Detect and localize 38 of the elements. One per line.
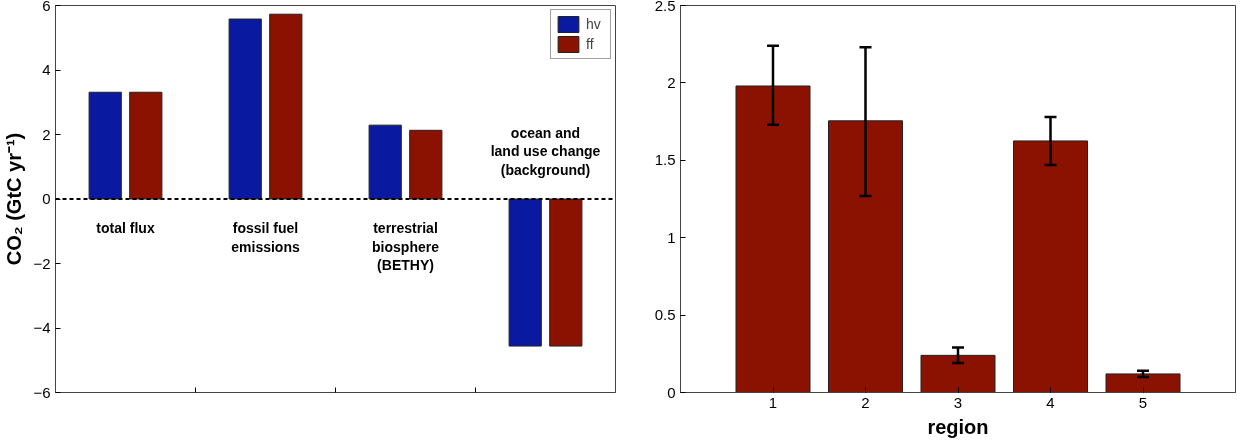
bar <box>88 91 122 200</box>
y-tick-label: −6 <box>33 383 51 401</box>
x-tick-label: fossil fuel emissions <box>231 220 300 255</box>
bar <box>269 13 303 200</box>
y-tick-label: 1.5 <box>654 151 676 169</box>
y-tick-label: 2 <box>667 73 676 91</box>
y-tick-label: −4 <box>33 319 51 336</box>
bar <box>920 354 996 393</box>
bar <box>1105 373 1181 393</box>
x-axis-title: region <box>927 415 989 438</box>
bar <box>368 124 402 200</box>
y-tick-label: 0 <box>42 190 51 207</box>
bar <box>508 198 542 347</box>
x-tick-label: 1 <box>768 393 778 411</box>
x-tick-label: terrestrial biosphere (BETHY) <box>372 220 440 274</box>
x-tick-label: ocean and land use change (background) <box>490 124 601 178</box>
bar <box>129 91 163 200</box>
y-tick-label: 4 <box>42 61 51 78</box>
legend-label: ff <box>586 36 595 52</box>
x-tick-label: 5 <box>1138 393 1148 411</box>
bar <box>409 129 443 200</box>
x-tick-label: total flux <box>96 220 155 237</box>
bar <box>1013 140 1088 393</box>
y-tick-label: 2 <box>42 125 51 143</box>
y-tick-label: 0.5 <box>654 306 676 324</box>
bar <box>549 198 583 347</box>
bar <box>228 18 262 200</box>
y-tick-label: 6 <box>42 0 51 14</box>
x-tick-label: 4 <box>1046 393 1055 411</box>
bar <box>735 85 811 393</box>
y-tick-label: 2.5 <box>654 0 676 14</box>
y-tick-label: 0 <box>667 383 676 401</box>
legend-label: hv <box>586 16 602 32</box>
x-tick-label: 2 <box>861 393 870 411</box>
y-axis-title: CO₂ (GtC yr⁻¹) <box>3 132 26 266</box>
bar <box>828 120 903 393</box>
y-tick-label: −2 <box>33 254 51 272</box>
x-tick-label: 3 <box>953 393 963 411</box>
